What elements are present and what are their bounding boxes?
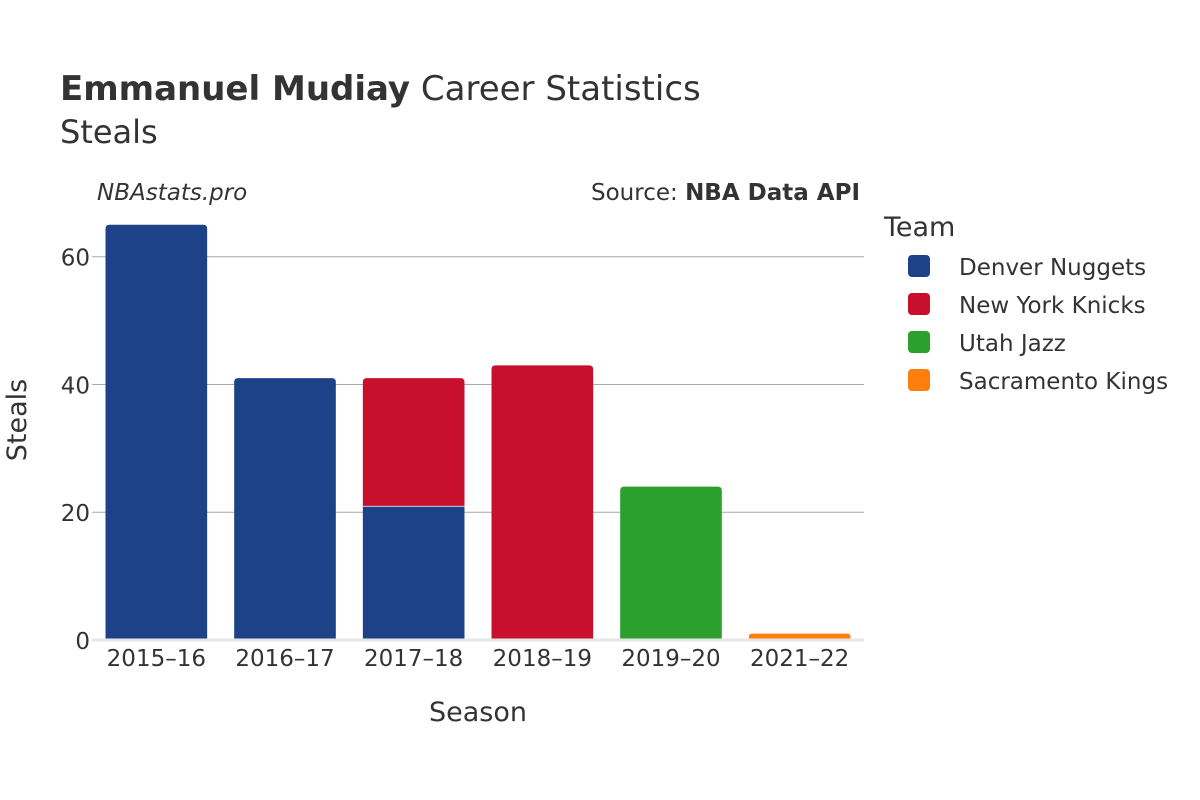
bar-201718-denver-nuggets bbox=[362, 505, 465, 640]
y-tick-label: 20 bbox=[61, 501, 90, 527]
legend-label[interactable]: New York Knicks bbox=[959, 293, 1146, 319]
title-rest: Career Statistics bbox=[410, 69, 701, 109]
bar-201516-denver-nuggets bbox=[105, 224, 208, 640]
x-tick-labels: 2015–16 2016–17 2017–18 2018–19 2019–20 2021–… bbox=[107, 646, 850, 672]
x-tick-label: 2021–22 bbox=[750, 646, 849, 672]
bar-201718-new-york-knicks bbox=[362, 378, 465, 506]
bars bbox=[105, 224, 851, 640]
legend-swatch[interactable] bbox=[908, 331, 930, 353]
y-axis-title: Steals bbox=[2, 379, 33, 461]
legend-label[interactable]: Utah Jazz bbox=[959, 331, 1066, 357]
x-tick-label: 2016–17 bbox=[235, 646, 334, 672]
legend-label[interactable]: Sacramento Kings bbox=[959, 369, 1168, 395]
bar-201819-new-york-knicks bbox=[491, 365, 594, 640]
bar-201920-utah-jazz bbox=[620, 486, 722, 640]
grid-lines bbox=[92, 256, 864, 513]
legend-swatch[interactable] bbox=[908, 293, 930, 315]
x-tick-label: 2019–20 bbox=[621, 646, 720, 672]
source-prefix: Source: bbox=[591, 180, 685, 206]
x-tick-label: 2018–19 bbox=[493, 646, 592, 672]
source-name: NBA Data API bbox=[685, 180, 860, 206]
y-tick-labels: 0 20 40 60 bbox=[61, 246, 90, 655]
x-tick-label: 2015–16 bbox=[107, 646, 206, 672]
legend: Team Denver Nuggets New York Knicks Utah J… bbox=[883, 212, 1168, 395]
x-tick-label: 2017–18 bbox=[364, 646, 463, 672]
source-note: Source: NBA Data API bbox=[591, 180, 860, 206]
legend-label[interactable]: Denver Nuggets bbox=[959, 255, 1146, 281]
y-tick-label: 40 bbox=[61, 373, 90, 399]
bar-202122-sacramento-kings bbox=[748, 633, 851, 640]
x-axis-title: Season bbox=[429, 697, 527, 728]
legend-title: Team bbox=[883, 212, 955, 243]
legend-swatch[interactable] bbox=[908, 255, 930, 277]
bar-201617-denver-nuggets bbox=[234, 378, 336, 640]
chart-subtitle: Steals bbox=[60, 113, 158, 151]
legend-swatch[interactable] bbox=[908, 369, 930, 391]
y-tick-label: 60 bbox=[61, 246, 90, 272]
chart-title: Emmanuel Mudiay Career Statistics bbox=[60, 69, 701, 109]
watermark: NBAstats.pro bbox=[97, 180, 247, 206]
y-tick-label: 0 bbox=[75, 629, 90, 655]
title-player-name: Emmanuel Mudiay bbox=[60, 69, 410, 109]
